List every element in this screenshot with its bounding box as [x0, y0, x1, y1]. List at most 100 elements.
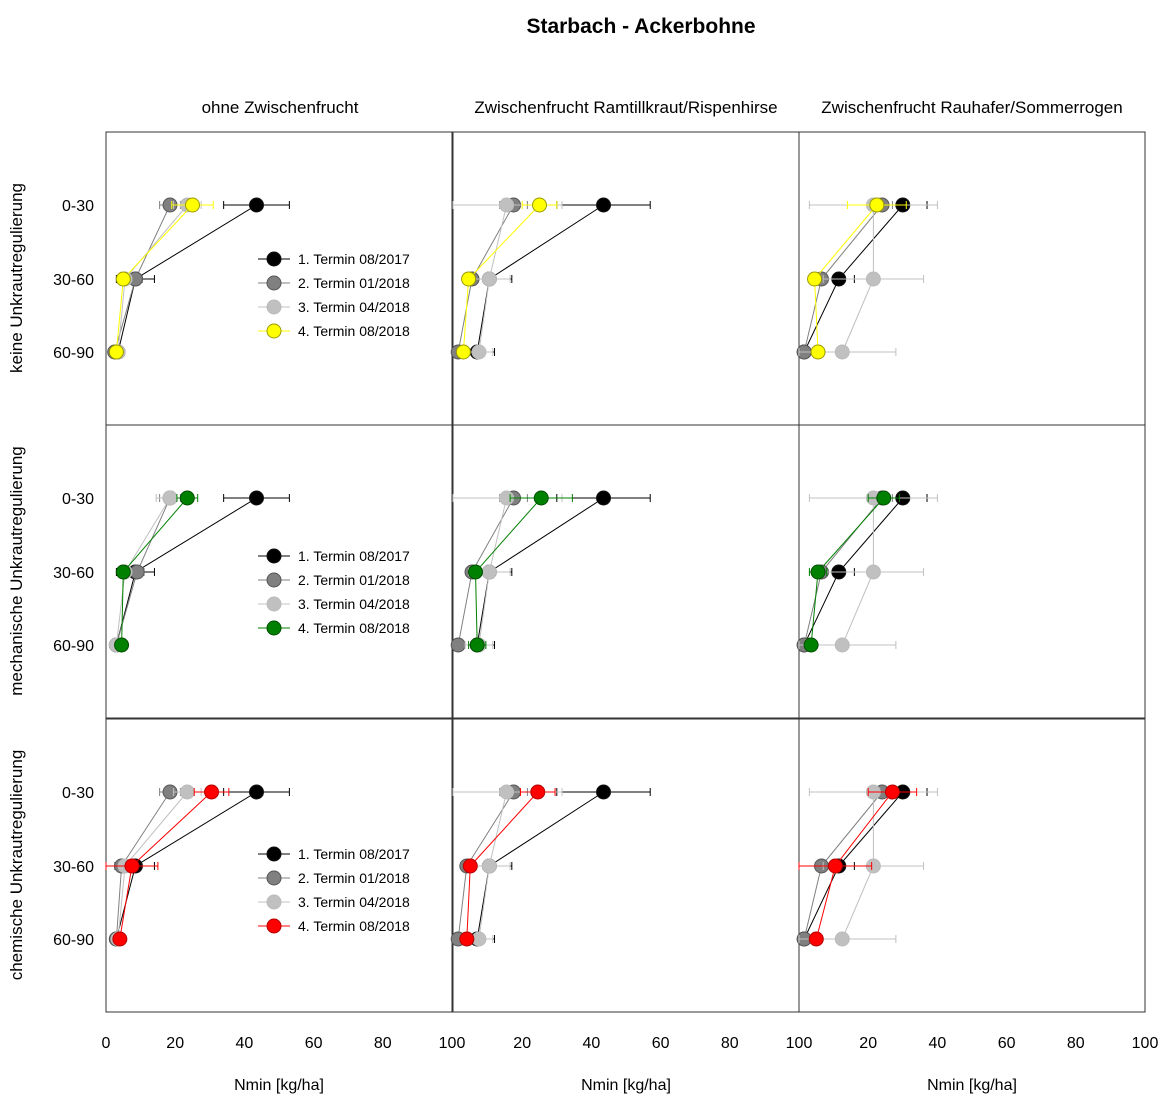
- row-title-1: keine Unkrautregulierung: [7, 183, 26, 373]
- data-point: [865, 564, 881, 580]
- chart-title: Starbach - Ackerbohne: [526, 15, 755, 38]
- legend-label: 1. Termin 08/2017: [298, 846, 410, 862]
- data-point: [884, 784, 900, 800]
- data-point: [115, 564, 131, 580]
- series-3: [452, 784, 563, 947]
- data-point: [596, 784, 612, 800]
- x-axis-label-3: Nmin [kg/ha]: [927, 1077, 1017, 1094]
- y-tick-label: 30-60: [53, 272, 94, 289]
- y-tick-label: 60-90: [53, 638, 94, 655]
- legend-marker: [266, 918, 282, 934]
- x-tick-label: 20: [859, 1035, 877, 1052]
- y-tick-label: 30-60: [53, 565, 94, 582]
- y-tick-label: 0-30: [62, 785, 94, 802]
- y-tick-label: 60-90: [53, 932, 94, 949]
- panel-c3-r2: [796, 424, 1146, 719]
- legend-marker: [266, 596, 282, 612]
- legend-marker: [266, 323, 282, 339]
- data-point: [162, 490, 178, 506]
- x-tick-label: 60: [652, 1035, 670, 1052]
- data-point: [481, 271, 497, 287]
- data-point: [114, 637, 130, 653]
- data-point: [596, 490, 612, 506]
- row-title-2: mechanische Unkrautregulierung: [7, 446, 26, 695]
- legend-marker: [266, 846, 282, 862]
- data-point: [499, 784, 515, 800]
- legend-marker: [266, 572, 282, 588]
- series-4: [105, 784, 230, 947]
- data-point: [179, 490, 195, 506]
- data-point: [834, 344, 850, 360]
- legend-row-2: 1. Termin 08/2017 2. Termin 01/2018 3. Ter…: [258, 548, 410, 636]
- x-tick-label: 100: [786, 1035, 813, 1052]
- data-point: [204, 784, 220, 800]
- data-point: [869, 197, 885, 213]
- legend-label: 1. Termin 08/2017: [298, 548, 410, 564]
- x-tick-label: 80: [721, 1035, 739, 1052]
- data-point: [808, 931, 824, 947]
- x-tick-label: 100: [1132, 1035, 1159, 1052]
- x-tick-label: 20: [166, 1035, 184, 1052]
- x-axis-label-2: Nmin [kg/ha]: [581, 1077, 671, 1094]
- panel-c2-r1: [450, 131, 800, 426]
- panel-c1-r2: 0-30 30-60 60-90: [53, 424, 453, 719]
- y-tick-label: 0-30: [62, 198, 94, 215]
- data-point: [249, 490, 265, 506]
- data-point: [467, 564, 483, 580]
- data-point: [462, 858, 478, 874]
- data-point: [810, 344, 826, 360]
- series-4: [467, 490, 573, 653]
- data-point: [471, 344, 487, 360]
- data-point: [115, 271, 131, 287]
- data-point: [108, 344, 124, 360]
- series-4: [803, 490, 900, 653]
- data-point: [459, 931, 475, 947]
- legend-label: 3. Termin 04/2018: [298, 299, 410, 315]
- y-tick-label: 60-90: [53, 345, 94, 362]
- x-tick-label: 20: [513, 1035, 531, 1052]
- legend-label: 2. Termin 01/2018: [298, 572, 410, 588]
- panel-c2-r3: [450, 718, 800, 1013]
- panel-c1-r3: 0-30 30-60 60-90: [53, 718, 453, 1013]
- panel-c2-r2: [450, 424, 800, 719]
- data-point: [499, 197, 515, 213]
- legend-label: 4. Termin 08/2018: [298, 918, 410, 934]
- data-point: [532, 197, 547, 213]
- data-point: [834, 931, 850, 947]
- x-tick-label: 80: [374, 1035, 392, 1052]
- y-tick-label: 0-30: [62, 491, 94, 508]
- series-4: [459, 784, 556, 947]
- legend-label: 3. Termin 04/2018: [298, 894, 410, 910]
- data-point: [469, 637, 485, 653]
- panel-c3-r3: [796, 718, 1146, 1013]
- data-point: [876, 490, 892, 506]
- y-tick-label: 30-60: [53, 859, 94, 876]
- series-4: [108, 197, 214, 360]
- data-point: [450, 637, 466, 653]
- legend-label: 4. Termin 08/2018: [298, 323, 410, 339]
- x-tick-label: 40: [236, 1035, 254, 1052]
- column-title-2: Zwischenfrucht Ramtillkraut/Rispenhirse: [474, 98, 777, 117]
- data-point: [533, 490, 549, 506]
- column-title-1: ohne Zwischenfrucht: [202, 98, 359, 117]
- legend-marker: [266, 299, 282, 315]
- x-tick-label: 0: [102, 1035, 111, 1052]
- legend-label: 2. Termin 01/2018: [298, 275, 410, 291]
- x-tick-label: 40: [583, 1035, 601, 1052]
- x-axis-label-1: Nmin [kg/ha]: [234, 1077, 324, 1094]
- data-point: [249, 784, 265, 800]
- legend-label: 1. Termin 08/2017: [298, 251, 410, 267]
- panel-frame: [798, 424, 1146, 719]
- legend-marker: [266, 548, 282, 564]
- data-point: [481, 564, 497, 580]
- legend-marker: [266, 275, 282, 291]
- data-point: [249, 197, 265, 213]
- data-point: [865, 271, 881, 287]
- legend-marker: [266, 870, 282, 886]
- panel-c1-r1: 0-30 30-60 60-90: [53, 131, 453, 426]
- data-point: [179, 784, 195, 800]
- data-point: [185, 197, 200, 213]
- data-point: [803, 637, 819, 653]
- legend-row-1: 1. Termin 08/2017 2. Termin 01/2018 3. Ter…: [258, 251, 410, 339]
